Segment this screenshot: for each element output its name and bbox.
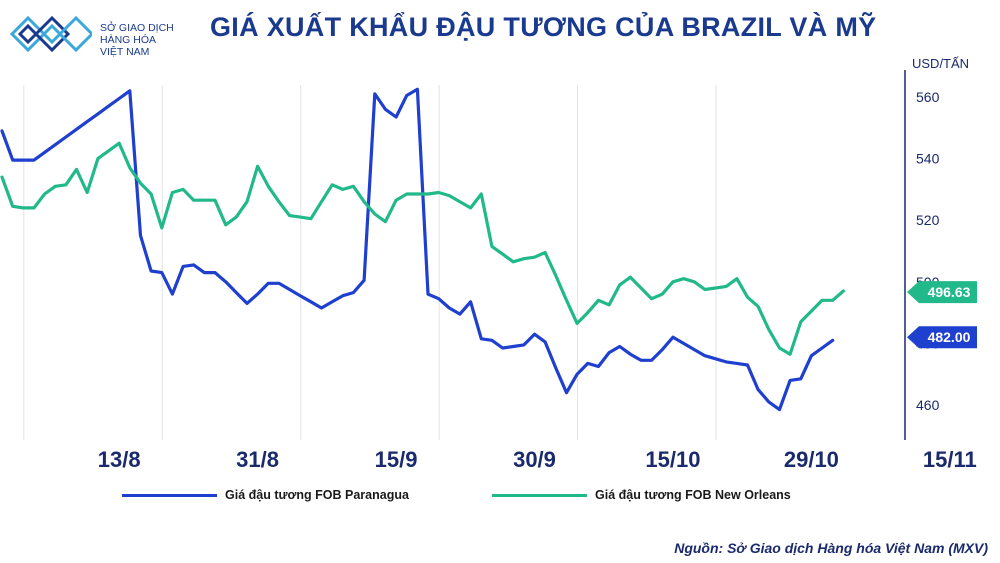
legend-item-new-orleans: Giá đậu tương FOB New Orleans xyxy=(492,488,791,502)
y-tick-label: 560 xyxy=(916,89,940,105)
last-value-tag-paranagua xyxy=(907,326,977,349)
logo-mark-icon xyxy=(9,15,95,53)
x-tick-label: 31/8 xyxy=(236,447,279,472)
logo-line-3: VIỆT NAM xyxy=(100,46,150,58)
logo-line-1: SỞ GIAO DỊCH xyxy=(100,22,174,34)
x-tick-label: 15/9 xyxy=(375,447,418,472)
series-line-paranagua xyxy=(0,87,835,412)
x-tick-label: 29/10 xyxy=(784,447,839,472)
exchange-logo: SỞ GIAO DỊCH HÀNG HÓA VIỆT NAM xyxy=(8,10,188,60)
legend-label-new-orleans: Giá đậu tương FOB New Orleans xyxy=(595,488,791,502)
x-tick-label: 13/8 xyxy=(98,447,141,472)
legend-swatch-paranagua xyxy=(122,493,217,497)
y-tick-label: 540 xyxy=(916,151,940,167)
last-value-label-paranagua: 482.00 xyxy=(928,329,971,345)
page-title: GIÁ XUẤT KHẨU ĐẬU TƯƠNG CỦA BRAZIL VÀ MỸ xyxy=(210,12,877,42)
x-tick-label: 15/10 xyxy=(645,447,700,472)
x-tick-label: 15/11 xyxy=(923,447,977,472)
last-value-tag-new-orleans xyxy=(907,281,977,304)
last-value-label-new-orleans: 496.63 xyxy=(928,284,971,300)
y-tick-label: 460 xyxy=(916,397,940,413)
y-tick-label: 520 xyxy=(916,212,940,228)
legend-item-paranagua: Giá đậu tương FOB Paranagua xyxy=(122,488,409,502)
legend-swatch-new-orleans xyxy=(492,493,587,497)
series-line-new-orleans xyxy=(0,141,846,356)
legend-label-paranagua: Giá đậu tương FOB Paranagua xyxy=(225,488,409,502)
x-tick-label: 30/9 xyxy=(513,447,556,472)
source-note: Nguồn: Sở Giao dịch Hàng hóa Việt Nam (M… xyxy=(674,540,988,556)
y-axis-unit-label: USD/TẤN xyxy=(912,56,970,71)
logo-line-2: HÀNG HÓA xyxy=(100,34,157,46)
logo-text: SỞ GIAO DỊCH HÀNG HÓA VIỆT NAM xyxy=(100,22,174,58)
